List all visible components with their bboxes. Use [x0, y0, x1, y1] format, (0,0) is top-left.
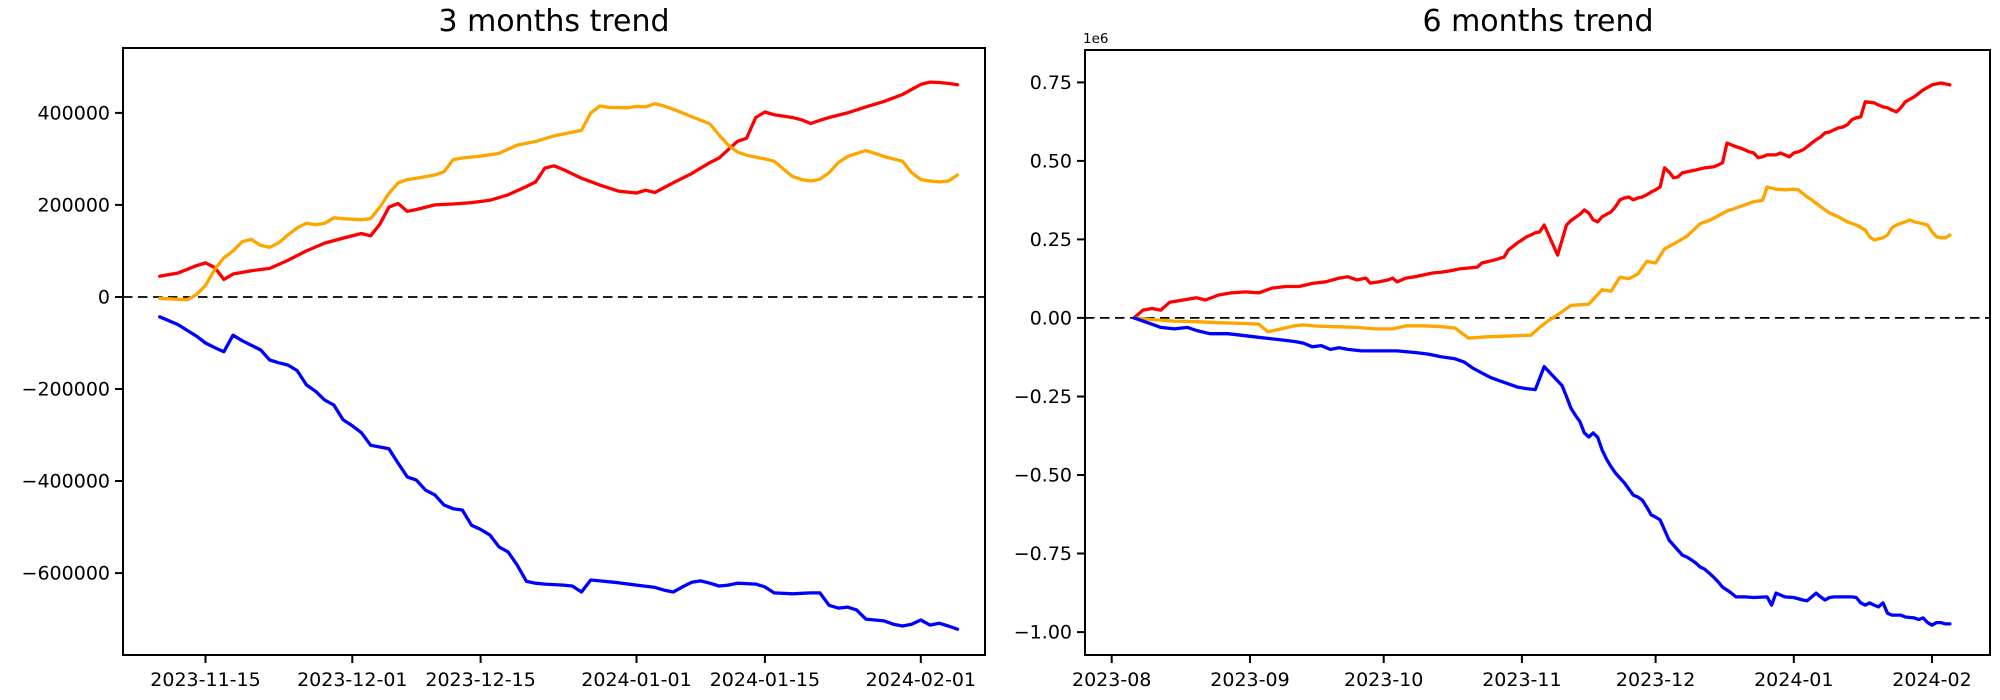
y-axis: 400000 200000 0 −200000 −400000 −600000 — [22, 102, 123, 585]
y-axis: 0.75 0.50 0.25 0.00 −0.25 −0.50 −0.75 −1.00 — [1014, 72, 1085, 644]
plot-canvas-6-months: 0.750.500.250.00−0.25−0.50−0.75−1.002023… — [1014, 31, 1991, 691]
y-tick-label: −200000 — [22, 379, 110, 401]
x-tick-label: 2024-01 — [1754, 669, 1833, 691]
x-tick-label: 2023-12-15 — [425, 669, 535, 691]
y-tick-label: 0.50 — [1030, 150, 1072, 172]
x-tick-label: 2024-02-01 — [866, 669, 976, 691]
y-axis-offset-label: 1e6 — [1083, 31, 1108, 47]
y-tick-label: 200000 — [37, 194, 110, 216]
chart-title: 3 months trend — [438, 4, 670, 39]
x-tick-label: 2023-10 — [1344, 669, 1423, 691]
y-tick-label: −0.25 — [1014, 386, 1072, 408]
x-tick-label: 2023-12-01 — [297, 669, 407, 691]
series-red-line — [158, 80, 960, 282]
y-tick-label: −400000 — [22, 471, 110, 493]
chart-3-months-trend: 400000 200000 0 −200000 −400000 −600000 2023-1… — [22, 4, 986, 691]
x-tick-label: 2023-12 — [1616, 669, 1695, 691]
y-tick-label: 0 — [98, 287, 110, 309]
series-blue-line — [1132, 316, 1952, 627]
series-red-line — [1132, 81, 1952, 320]
axes-frame — [1084, 49, 1991, 656]
y-tick-label: 0.25 — [1030, 229, 1072, 251]
axes-frame — [122, 47, 986, 656]
y-tick-label: 400000 — [37, 102, 110, 124]
y-tick-label: −0.75 — [1014, 543, 1072, 565]
x-tick-label: 2024-01-15 — [710, 669, 820, 691]
x-tick-label: 2024-01-01 — [581, 669, 691, 691]
y-tick-label: −0.50 — [1014, 465, 1072, 487]
x-tick-label: 2023-08 — [1072, 669, 1151, 691]
series-blue-line — [158, 315, 960, 631]
y-tick-label: −1.00 — [1014, 622, 1072, 644]
y-tick-label: 0.00 — [1030, 307, 1072, 329]
plot-canvas-3-months: 400000 200000 0 −200000 −400000 −600000 2023-1… — [22, 47, 986, 691]
x-tick-label: 2023-11 — [1482, 669, 1561, 691]
x-axis: 2023-08 2023-09 2023-10 2023-11 2023-12 2024-… — [1072, 655, 1972, 691]
series-orange-line — [1132, 185, 1952, 340]
chart-title: 6 months trend — [1422, 4, 1654, 39]
x-axis: 2023-11-15 2023-12-01 2023-12-15 2024-01-01… — [150, 655, 976, 691]
series-orange-line — [158, 102, 960, 302]
x-tick-label: 2023-11-15 — [150, 669, 260, 691]
y-tick-label: 0.75 — [1030, 72, 1072, 94]
y-tick-label: −600000 — [22, 563, 110, 585]
x-tick-label: 2023-09 — [1210, 669, 1289, 691]
x-tick-label: 2024-02 — [1892, 669, 1971, 691]
chart-6-months-trend: 0.75 0.50 0.25 0.00 −0.25 −0.50 −0.75 −1.00 2023… — [1000, 0, 2000, 700]
